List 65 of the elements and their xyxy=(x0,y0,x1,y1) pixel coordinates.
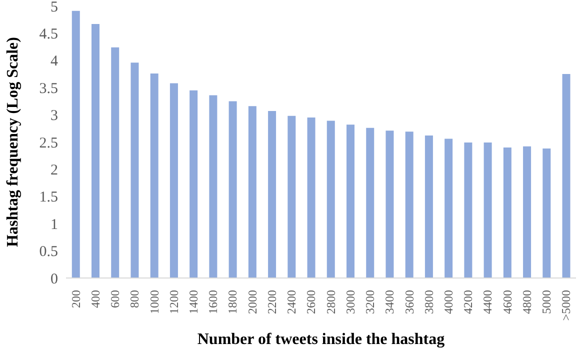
bar xyxy=(209,95,218,278)
y-tick-label: 2 xyxy=(50,162,58,179)
y-tick-label: 0 xyxy=(50,271,58,288)
y-tick-label: 5 xyxy=(50,0,58,16)
bar xyxy=(523,146,532,278)
y-axis-title: Hashtag frequency (Log Scale) xyxy=(4,37,22,247)
bar xyxy=(72,10,80,278)
x-tick-label: 2000 xyxy=(245,290,260,314)
x-tick-label: 4600 xyxy=(500,290,514,314)
x-tick-label: 5000 xyxy=(540,290,554,314)
bar xyxy=(484,142,492,278)
x-tick-label: 2600 xyxy=(304,290,318,314)
bar xyxy=(268,110,276,278)
bar xyxy=(228,101,237,278)
x-tick-label: 3800 xyxy=(422,290,436,314)
x-tick-label: 2400 xyxy=(284,290,299,314)
bar xyxy=(307,118,316,278)
x-tick-label: 1800 xyxy=(226,290,240,314)
x-tick-label: 600 xyxy=(108,290,122,308)
bar xyxy=(130,62,139,278)
y-tick-label: 1 xyxy=(50,216,58,233)
x-tick-label: 1200 xyxy=(166,290,181,314)
x-tick-label: 200 xyxy=(68,290,83,308)
bar xyxy=(503,147,512,278)
x-tick-label: 4200 xyxy=(461,290,476,314)
bar xyxy=(170,83,178,278)
x-tick-label: 3000 xyxy=(343,290,358,314)
bar xyxy=(386,130,394,278)
x-tick-label: 4000 xyxy=(442,290,456,314)
x-tick-label: 1000 xyxy=(147,290,162,314)
bar xyxy=(248,106,256,278)
bar xyxy=(346,124,354,278)
x-axis-title: Number of tweets inside the hashtag xyxy=(197,331,445,348)
bar xyxy=(405,132,414,278)
bar xyxy=(444,138,453,278)
bar xyxy=(562,74,570,278)
x-tick-label: 3200 xyxy=(363,290,378,314)
bar xyxy=(542,148,551,278)
bar xyxy=(190,90,198,278)
bar xyxy=(464,142,472,278)
y-tick-label: 3 xyxy=(50,108,58,124)
bar xyxy=(326,120,335,278)
x-tick-label: 800 xyxy=(128,290,142,308)
bar xyxy=(288,116,296,278)
x-tick-label: 2800 xyxy=(324,290,338,314)
y-tick-label: 2.5 xyxy=(39,135,58,152)
y-tick-label: 3.5 xyxy=(39,80,58,97)
bar xyxy=(111,47,120,278)
x-tick-label: 1600 xyxy=(206,290,220,314)
x-tick-label: 4400 xyxy=(480,290,495,314)
bar xyxy=(150,73,158,278)
y-tick-label: 4.5 xyxy=(39,26,58,43)
y-tick-label: 0.5 xyxy=(39,244,58,260)
bar xyxy=(92,24,100,278)
x-tick-label: 2200 xyxy=(264,290,279,314)
bar xyxy=(366,128,374,278)
x-tick-label: 400 xyxy=(88,290,102,308)
bar xyxy=(424,135,433,278)
y-tick-label: 4 xyxy=(50,54,58,70)
x-tick-label: 3600 xyxy=(402,290,416,314)
x-tick-label: 4800 xyxy=(520,290,534,314)
x-tick-label: 3400 xyxy=(382,290,397,314)
y-tick-label: 1.5 xyxy=(39,190,58,206)
x-tick-label: >5000 xyxy=(559,290,574,321)
x-tick-label: 1400 xyxy=(186,290,200,314)
